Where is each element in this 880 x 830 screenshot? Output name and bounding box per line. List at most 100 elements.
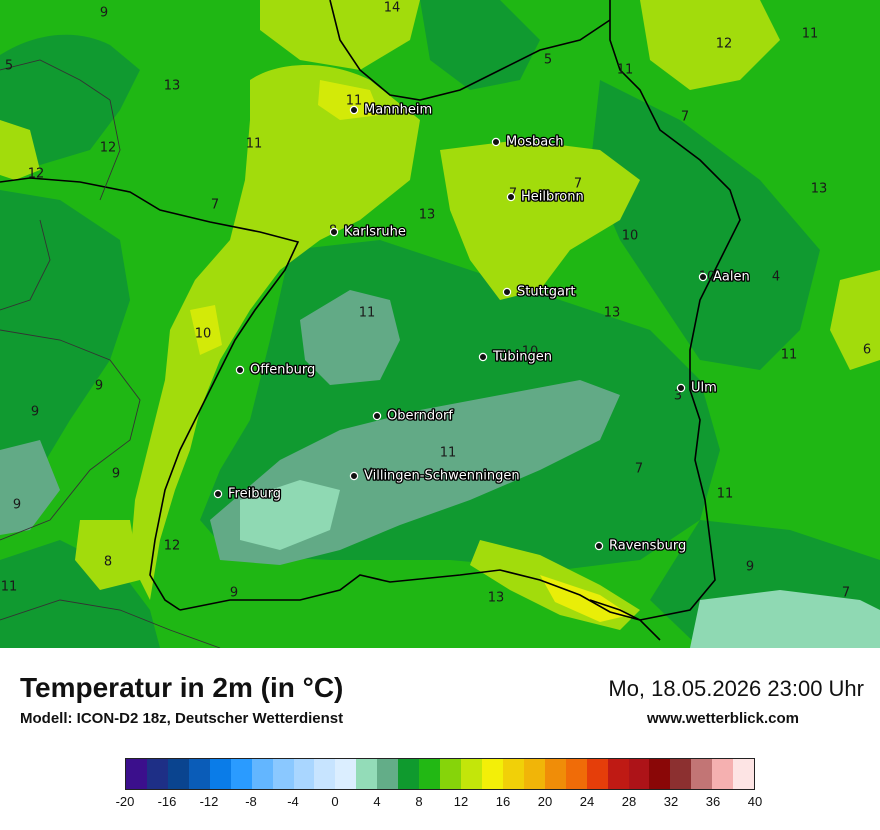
city-dot — [491, 137, 501, 147]
city-label: Freiburg — [228, 487, 281, 502]
field-12c-rhine-valley — [130, 65, 420, 600]
colorbar-swatch — [398, 759, 420, 789]
field-12c-northeast — [640, 0, 780, 90]
contour-label: 5 — [544, 53, 552, 68]
colorbar-swatch — [272, 759, 294, 789]
contour-label: 11 — [359, 306, 376, 321]
city-marker: Ulm — [676, 379, 718, 397]
field-4c-southwest — [0, 440, 60, 535]
colorbar-tick-label: -12 — [199, 794, 219, 809]
contour-label: 7 — [842, 586, 850, 601]
contour-label: 12 — [100, 141, 117, 156]
colorbar-swatch — [251, 759, 273, 789]
field-3c-southern-black-forest — [240, 480, 340, 550]
contour-label: 11 — [1, 580, 18, 595]
border-departments-west — [0, 329, 141, 541]
colorbar-swatch — [712, 759, 734, 789]
contour-label: 9 — [230, 586, 238, 601]
colorbar-swatch — [628, 759, 650, 789]
city-label: Mannheim — [364, 103, 432, 118]
borders — [0, 0, 741, 641]
city-label: Offenburg — [250, 363, 315, 378]
city-dot — [478, 352, 488, 362]
city-marker: Villingen-Schwenningen — [349, 467, 521, 485]
colorbar-swatch — [733, 759, 755, 789]
contour-label: 7 — [681, 110, 689, 125]
contour-label: 4 — [772, 270, 780, 285]
contour-label: 12 — [716, 37, 733, 52]
city-dot — [698, 272, 708, 282]
border-switzerland — [179, 569, 641, 621]
contour-labels: 9 14 5 12 11 5 11 13 11 7 11 12 12 7 13 7 7 13 8 10 10 4 11 13 1… — [1, 1, 871, 606]
contour-label: 11 — [717, 487, 734, 502]
city-markers: Mannheim Mosbach Heilbronn Karlsruhe Stuttga… — [213, 101, 751, 555]
colorbar-tick-label: 0 — [331, 794, 339, 809]
city-label: Oberndorf — [387, 409, 453, 424]
contour-label: 9 — [95, 379, 103, 394]
colorbar-swatch — [649, 759, 671, 789]
contour-label: 11 — [346, 94, 363, 109]
city-marker: Tübingen — [478, 348, 553, 366]
colorbar-swatch — [314, 759, 336, 789]
field-12c-kraichgau — [440, 140, 640, 300]
colorbar-swatch — [461, 759, 482, 789]
contour-label: 14 — [384, 1, 401, 16]
city-dot — [594, 541, 604, 551]
city-dot — [235, 365, 245, 375]
city-dot — [213, 489, 223, 499]
contour-label: 13 — [604, 306, 621, 321]
contour-label: 11 — [781, 348, 798, 363]
field-3c-alps — [690, 590, 880, 648]
border-rhineland — [0, 59, 111, 101]
city-label: Heilbronn — [521, 190, 584, 205]
contour-label: 10 — [622, 229, 639, 244]
field-12c-north-strip — [260, 0, 420, 70]
colorbar-tick-label: 12 — [453, 794, 469, 809]
city-dot — [329, 227, 339, 237]
field-12c-southwest — [75, 520, 140, 590]
border-bodensee — [589, 599, 661, 641]
field-14c-mannheim — [318, 80, 380, 120]
city-dot — [349, 471, 359, 481]
colorbar-swatch — [356, 759, 378, 789]
contour-label: 9 — [31, 405, 39, 420]
map-title: Temperatur in 2m (in °C) — [20, 672, 344, 703]
temperature-map: 9 14 5 12 11 5 11 13 11 7 11 12 12 7 13 7 7 13 8 10 10 4 11 13 1… — [0, 0, 880, 648]
colorbar-tick-label: 16 — [495, 794, 511, 809]
field-4c-northern-black-forest — [300, 290, 400, 385]
colorbar-swatch — [209, 759, 231, 789]
contour-label: 9 — [112, 467, 120, 482]
contour-label: 11 — [246, 137, 263, 152]
colorbar-tick-label: 20 — [537, 794, 553, 809]
colorbar-swatch — [377, 759, 399, 789]
field-14c-rhine — [190, 305, 222, 355]
colorbar-swatch — [126, 759, 147, 789]
contour-label: 13 — [488, 591, 505, 606]
field-8c-southwest — [0, 540, 160, 648]
colorbar-swatch — [502, 759, 524, 789]
contour-label: 10 — [195, 327, 212, 342]
contour-label: 11 — [440, 446, 457, 461]
city-marker: Heilbronn — [506, 188, 585, 206]
colorbar-tick-label: 8 — [415, 794, 423, 809]
city-marker: Offenburg — [235, 361, 317, 379]
colorbar-tick-label: 28 — [621, 794, 637, 809]
contour-label: 12 — [164, 539, 181, 554]
map-canvas: 9 14 5 12 11 5 11 13 11 7 11 12 12 7 13 7 7 13 8 10 10 4 11 13 1… — [0, 0, 880, 648]
contour-label: 5 — [5, 59, 13, 74]
city-marker: Freiburg — [213, 485, 282, 503]
colorbar-swatch — [230, 759, 252, 789]
field-8c-east — [590, 80, 820, 370]
city-dot — [502, 287, 512, 297]
border-departments-alsace — [0, 219, 51, 311]
colorbar-tick-labels: -20 -16 -12 -8 -4 0 4 8 12 16 20 24 28 32 36 40 — [0, 794, 880, 814]
contour-label: 13 — [811, 182, 828, 197]
city-dot — [349, 105, 359, 115]
colorbar-swatch — [335, 759, 357, 789]
website-link[interactable]: www.wetterblick.com — [647, 710, 799, 727]
colorbar-swatch — [188, 759, 210, 789]
contour-label: 9 — [100, 6, 108, 21]
colorbar-tick-label: 36 — [705, 794, 721, 809]
border-bavaria — [609, 0, 741, 621]
contour-label: 13 — [419, 208, 436, 223]
